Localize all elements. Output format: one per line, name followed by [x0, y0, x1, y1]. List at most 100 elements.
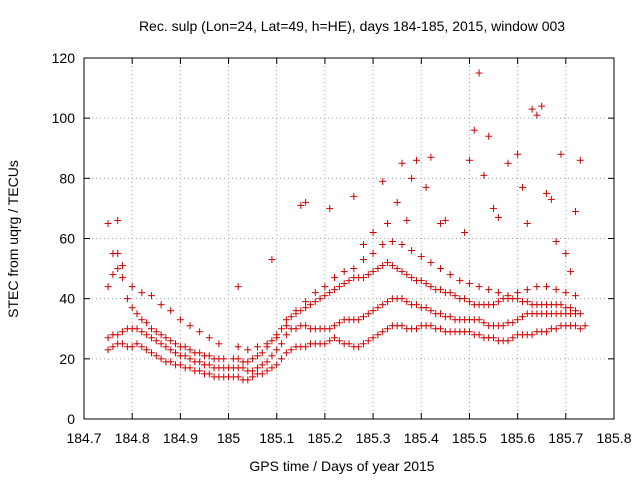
data-point — [157, 340, 165, 348]
data-point — [374, 265, 382, 273]
data-point — [326, 204, 334, 212]
data-point — [437, 219, 445, 227]
data-point — [359, 340, 367, 348]
data-point — [374, 304, 382, 312]
data-points — [104, 69, 589, 384]
data-point — [249, 373, 257, 381]
data-point — [408, 274, 416, 282]
data-point — [499, 322, 507, 330]
data-point — [205, 352, 213, 360]
data-point — [167, 307, 175, 315]
data-point — [143, 346, 151, 354]
data-point — [408, 247, 416, 255]
x-tick-label: 185.8 — [596, 430, 631, 446]
data-point — [196, 358, 204, 366]
data-point — [302, 198, 310, 206]
data-point — [571, 307, 579, 315]
data-point — [514, 316, 522, 324]
data-point — [384, 219, 392, 227]
x-tick-label: 185.1 — [259, 430, 294, 446]
data-point — [104, 334, 112, 342]
data-point — [364, 271, 372, 279]
data-point — [109, 343, 117, 351]
data-point — [147, 325, 155, 333]
data-point — [104, 219, 112, 227]
data-point — [311, 298, 319, 306]
data-point — [427, 322, 435, 330]
data-point — [388, 238, 396, 246]
data-point — [234, 355, 242, 363]
data-point — [514, 295, 522, 303]
data-point — [557, 150, 565, 158]
data-point — [205, 370, 213, 378]
data-point — [234, 343, 242, 351]
data-point — [167, 346, 175, 354]
data-point — [408, 174, 416, 182]
data-point — [119, 274, 127, 282]
data-point — [393, 198, 401, 206]
data-point — [514, 150, 522, 158]
data-point — [576, 325, 584, 333]
data-point — [523, 298, 531, 306]
data-point — [205, 361, 213, 369]
data-point — [384, 298, 392, 306]
x-tick-label: 184.8 — [115, 430, 150, 446]
data-point — [186, 364, 194, 372]
data-point — [504, 337, 512, 345]
data-point — [359, 241, 367, 249]
data-point — [494, 298, 502, 306]
data-point — [143, 319, 151, 327]
data-point — [437, 310, 445, 318]
data-point — [157, 301, 165, 309]
data-point — [104, 283, 112, 291]
data-point — [543, 189, 551, 197]
data-point — [485, 132, 493, 140]
data-point — [543, 328, 551, 336]
data-point — [152, 352, 160, 360]
data-point — [244, 376, 252, 384]
data-point — [379, 262, 387, 270]
data-point — [321, 292, 329, 300]
data-point — [345, 340, 353, 348]
data-point — [244, 346, 252, 354]
data-point — [355, 343, 363, 351]
data-point — [461, 228, 469, 236]
data-point — [128, 343, 136, 351]
data-point — [335, 319, 343, 327]
data-point — [441, 216, 449, 224]
data-point — [273, 346, 281, 354]
data-point — [138, 328, 146, 336]
data-point — [475, 283, 483, 291]
data-point — [562, 250, 570, 258]
x-tick-label: 185.6 — [500, 430, 535, 446]
data-point — [480, 171, 488, 179]
data-point — [417, 277, 425, 285]
data-point — [470, 126, 478, 134]
data-point — [384, 259, 392, 267]
data-point — [258, 370, 266, 378]
data-point — [186, 355, 194, 363]
data-point — [533, 283, 541, 291]
data-point — [138, 343, 146, 351]
y-tick-label: 80 — [59, 170, 75, 186]
data-point — [446, 289, 454, 297]
data-point — [282, 316, 290, 324]
data-point — [384, 325, 392, 333]
data-point — [302, 343, 310, 351]
data-point — [350, 265, 358, 273]
data-point — [263, 367, 271, 375]
data-point — [340, 280, 348, 288]
data-point — [306, 301, 314, 309]
data-point — [162, 343, 170, 351]
data-point — [114, 250, 122, 258]
data-point — [581, 322, 589, 330]
data-point — [403, 298, 411, 306]
data-point — [181, 352, 189, 360]
data-point — [523, 219, 531, 227]
grid-lines — [84, 58, 614, 419]
data-point — [528, 331, 536, 339]
data-point — [422, 183, 430, 191]
data-point — [528, 105, 536, 113]
data-point — [485, 286, 493, 294]
data-point — [282, 331, 290, 339]
